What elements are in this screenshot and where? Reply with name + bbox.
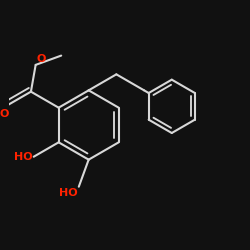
Text: HO: HO bbox=[59, 188, 78, 198]
Text: O: O bbox=[37, 54, 46, 64]
Text: HO: HO bbox=[14, 152, 32, 162]
Text: O: O bbox=[0, 109, 9, 119]
